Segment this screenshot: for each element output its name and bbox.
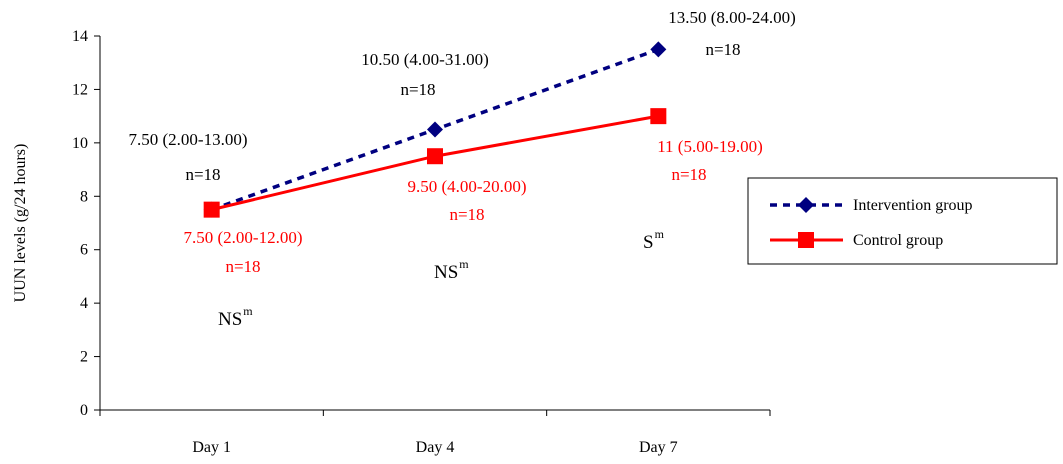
intervention-point bbox=[427, 121, 443, 138]
legend-intervention-label: Intervention group bbox=[853, 197, 973, 214]
y-axis-title: UUN levels (g/24 hours) bbox=[12, 144, 29, 303]
intervention-n-label: n=18 bbox=[400, 80, 435, 99]
control-value-label: 9.50 (4.00-20.00) bbox=[408, 177, 527, 196]
control-value-label: 7.50 (2.00-12.00) bbox=[184, 228, 303, 247]
control-point bbox=[427, 148, 443, 165]
control-n-label: n=18 bbox=[225, 257, 260, 276]
control-n-label: n=18 bbox=[449, 205, 484, 224]
intervention-value-label: 13.50 (8.00-24.00) bbox=[668, 8, 795, 27]
legend-intervention-marker bbox=[798, 197, 814, 213]
y-tick-label: 4 bbox=[80, 295, 88, 312]
y-tick-label: 12 bbox=[72, 81, 88, 98]
legend-box bbox=[747, 177, 1058, 265]
y-tick-label: 10 bbox=[72, 135, 88, 152]
annotation-layer: 7.50 (2.00-13.00) n=18 10.50 (4.00-31.00) n… bbox=[129, 8, 796, 330]
series-layer bbox=[203, 41, 667, 218]
intervention-n-label: n=18 bbox=[185, 165, 220, 184]
legend-control-marker bbox=[798, 232, 814, 248]
legend-control-label: Control group bbox=[853, 232, 943, 249]
control-point bbox=[650, 108, 667, 125]
significance-label: NSm bbox=[434, 257, 469, 283]
y-tick-label: 2 bbox=[80, 349, 88, 366]
significance-base: S bbox=[643, 232, 654, 253]
y-tick-label: 8 bbox=[80, 188, 88, 205]
significance-base: NS bbox=[218, 309, 242, 330]
x-tick-label: Day 1 bbox=[192, 439, 231, 456]
y-tick-label: 0 bbox=[80, 402, 88, 419]
intervention-value-label: 7.50 (2.00-13.00) bbox=[129, 130, 248, 149]
axes: 0 2 4 6 8 10 12 14 Day 1 Day 4 Day 7 UUN levels (g/… bbox=[12, 28, 771, 456]
x-tick-label: Day 7 bbox=[639, 439, 678, 456]
significance-label: Sm bbox=[643, 227, 665, 253]
intervention-point bbox=[650, 41, 667, 58]
control-value-label: 11 (5.00-19.00) bbox=[657, 137, 763, 156]
significance-label: NSm bbox=[218, 304, 253, 330]
y-tick-label: 6 bbox=[80, 242, 88, 259]
intervention-value-label: 10.50 (4.00-31.00) bbox=[361, 50, 488, 69]
legend: Intervention group Control group bbox=[747, 177, 1058, 265]
y-tick-label: 14 bbox=[72, 28, 88, 45]
significance-base: NS bbox=[434, 262, 458, 283]
intervention-n-label: n=18 bbox=[705, 40, 740, 59]
control-n-label: n=18 bbox=[671, 165, 706, 184]
x-tick-label: Day 4 bbox=[416, 439, 455, 456]
significance-superscript: m bbox=[655, 227, 665, 241]
control-point bbox=[203, 201, 220, 218]
significance-superscript: m bbox=[459, 257, 469, 271]
significance-superscript: m bbox=[243, 304, 253, 318]
